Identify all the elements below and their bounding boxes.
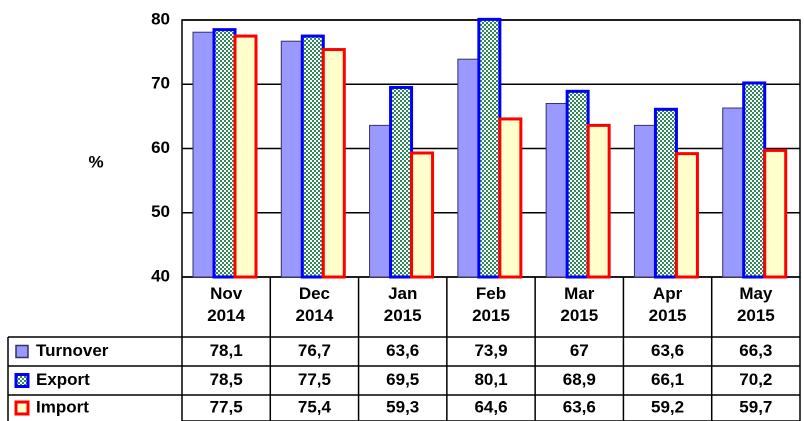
bar	[192, 31, 215, 278]
bar	[722, 107, 745, 278]
bar	[233, 34, 258, 279]
table-value: 70,2	[739, 370, 772, 389]
bar	[586, 123, 611, 279]
bar	[389, 85, 414, 279]
bar	[280, 40, 303, 278]
table-value: 77,5	[298, 370, 331, 389]
table-value: 66,3	[739, 341, 772, 360]
bar	[763, 148, 788, 279]
legend-key	[14, 373, 30, 388]
legend-key	[15, 344, 29, 359]
bar	[653, 107, 678, 279]
table-value: 77,5	[210, 397, 243, 416]
y-tick-label: 60	[151, 138, 170, 157]
x-tick-label: Dec 2014	[296, 284, 334, 325]
bar	[633, 124, 656, 278]
legend-label: Export	[36, 370, 90, 389]
table-value: 66,1	[651, 370, 684, 389]
table-value: 63,6	[651, 341, 684, 360]
x-tick-label: May 2015	[737, 284, 775, 325]
x-tick-label: Feb 2015	[472, 284, 510, 325]
bar	[457, 58, 480, 278]
table-value: 64,6	[474, 397, 507, 416]
bar	[545, 103, 568, 278]
bar	[300, 34, 325, 279]
table-value: 68,9	[563, 370, 596, 389]
x-tick-label: Jan 2015	[384, 284, 422, 325]
legend-label: Turnover	[36, 341, 109, 360]
table-value: 73,9	[474, 341, 507, 360]
table-value: 76,7	[298, 341, 331, 360]
bar	[498, 117, 523, 279]
y-tick-label: 40	[151, 266, 170, 285]
bar	[565, 89, 590, 279]
x-tick-label: Apr 2015	[649, 284, 687, 325]
bar	[369, 124, 392, 278]
table-value: 69,5	[386, 370, 419, 389]
bar	[674, 152, 699, 279]
table-value: 67	[570, 341, 589, 360]
table-value: 63,6	[563, 397, 596, 416]
bar	[477, 17, 502, 279]
bar	[321, 48, 346, 279]
table-value: 78,1	[210, 341, 243, 360]
table-value: 78,5	[210, 370, 243, 389]
x-tick-label: Mar 2015	[560, 284, 598, 325]
table-value: 63,6	[386, 341, 419, 360]
legend-key	[14, 400, 30, 416]
bar	[742, 81, 767, 279]
y-tick-label: 70	[151, 74, 170, 93]
table-value: 59,2	[651, 397, 684, 416]
y-tick-label: 50	[151, 202, 170, 221]
table-value: 59,3	[386, 397, 419, 416]
y-tick-label: 80	[151, 9, 170, 28]
x-tick-label: Nov 2014	[207, 284, 245, 325]
table-value: 59,7	[739, 397, 772, 416]
table-value: 80,1	[474, 370, 507, 389]
table-value: 75,4	[298, 397, 332, 416]
y-axis-label: %	[88, 152, 103, 171]
bar	[212, 28, 237, 279]
legend-label: Import	[36, 397, 89, 416]
bar	[410, 151, 435, 279]
